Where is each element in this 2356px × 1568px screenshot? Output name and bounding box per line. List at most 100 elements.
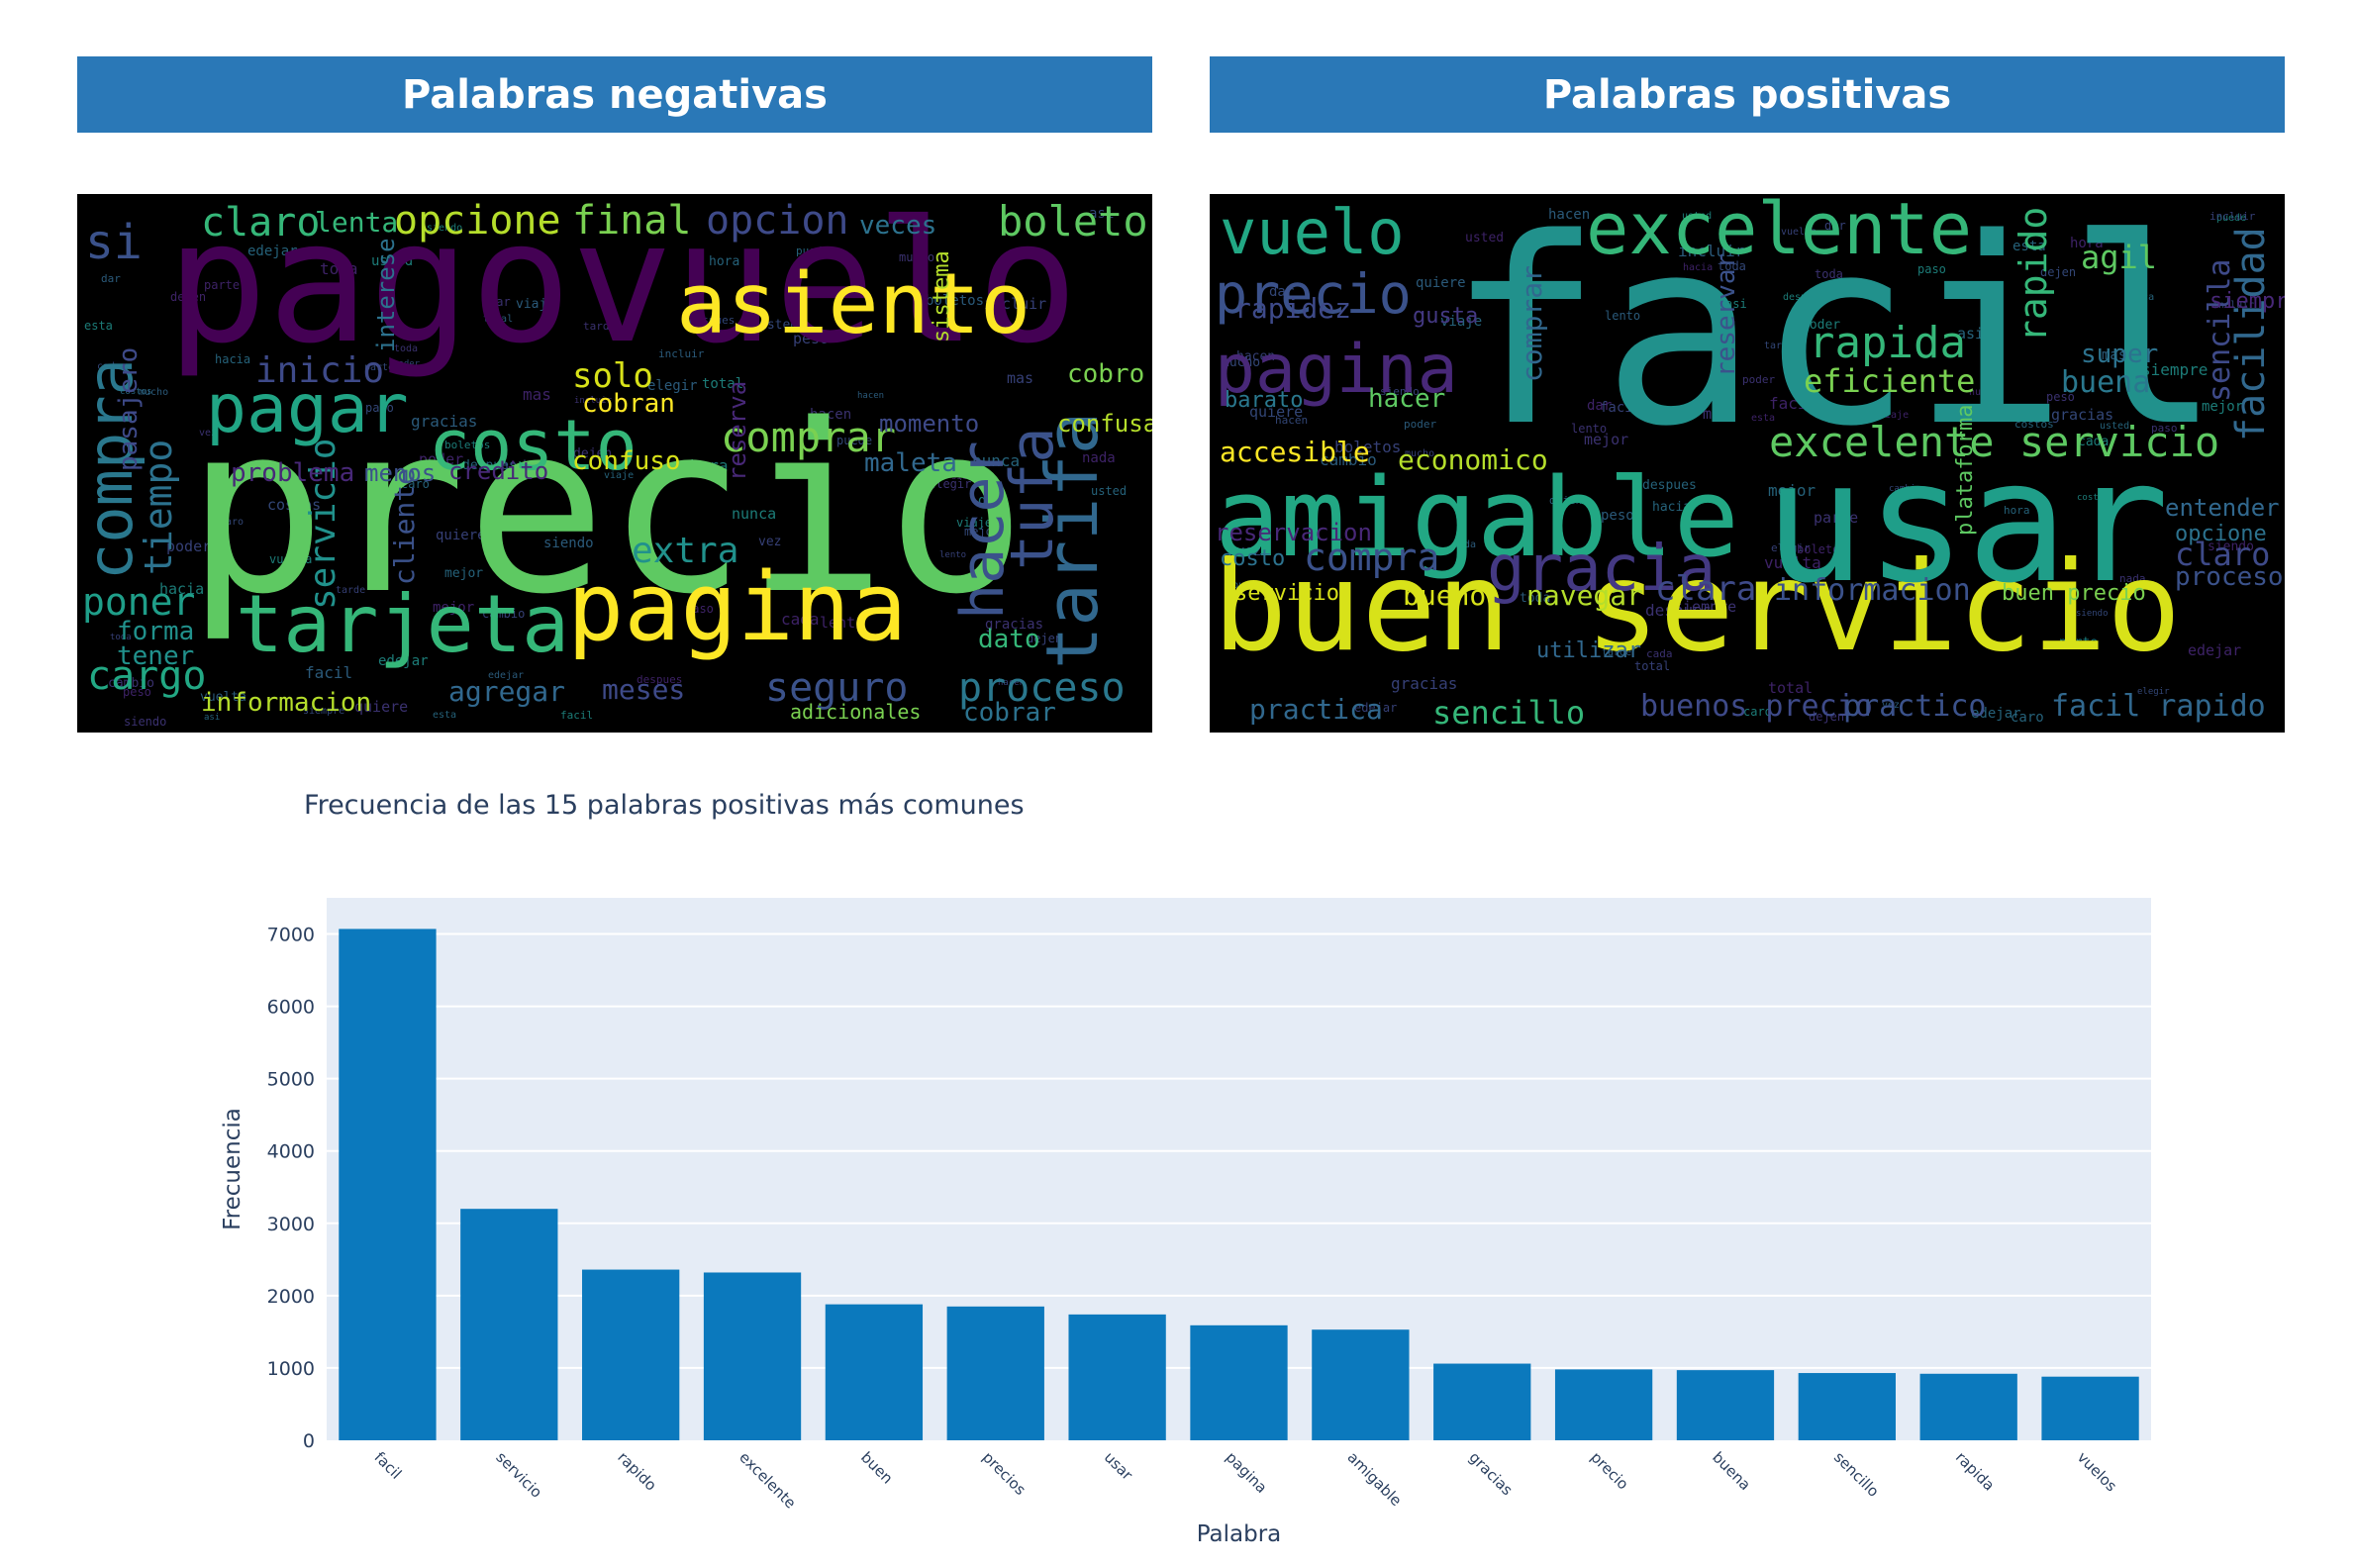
bar[interactable] [1919,1373,2017,1440]
wordcloud-filler-word: siendo [124,715,166,729]
wordcloud-filler-word: paso [685,602,714,616]
x-tick-label: servicio [492,1448,545,1502]
wordcloud-filler-word: vez [1236,543,1261,559]
wordcloud-filler-word: costos [2077,493,2110,503]
wordcloud-word: tufa [998,428,1067,571]
wordcloud-filler-word: puede [796,245,829,257]
wordcloud-word: seguro [765,665,909,711]
wordcloud-word: dato [978,625,1040,654]
wordcloud-word: sistema [930,250,954,343]
wordcloud-filler-word: mejor [444,566,483,581]
x-tick-label: buena [1709,1448,1754,1494]
wordcloud-filler-word: toda [1520,591,1550,606]
bar[interactable] [582,1269,680,1440]
wordcloud-word: costo [1220,546,1285,571]
wordcloud-filler-word: vuelta [200,690,246,705]
x-tick-label: facil [371,1448,406,1483]
wordcloud-filler-word: esta [1751,413,1775,424]
bar[interactable] [946,1306,1044,1440]
bar[interactable] [1433,1363,1531,1440]
bar[interactable] [1068,1314,1166,1440]
wordcloud-filler-word: nunca [2124,292,2154,303]
wordcloud-filler-word: despues [462,458,517,473]
wordcloud-filler-word: vez [1882,700,1900,711]
wordcloud-filler-word: cambio [1889,484,1921,494]
bar[interactable] [703,1272,802,1440]
wordcloud-filler-word: vez [758,535,781,549]
wordcloud-word: informacion [1774,573,1971,608]
wordcloud-filler-word: dejen [170,290,206,304]
y-tick-label: 1000 [267,1358,315,1380]
bar[interactable] [460,1209,558,1440]
wordcloud-word: reservar [1712,253,1741,377]
bar[interactable] [1554,1369,1653,1440]
wordcloud-word: agil [2081,239,2157,276]
wordcloud-filler-word: cada [2078,435,2109,449]
wordcloud-word: sencilla [2203,259,2237,403]
wordcloud-word: solo [572,356,653,396]
wordcloud-filler-word: edejar [247,244,298,259]
wordcloud-word: practica [1249,693,1383,726]
wordcloud-filler-word: nunca [732,505,776,523]
wordcloud-filler-word: despues [1783,292,1824,303]
wordcloud-word: utilizar [1536,638,1641,663]
bar[interactable] [339,929,437,1440]
wordcloud-word: excelente servicio [1769,418,2219,466]
wordcloud-word: poner [82,580,195,624]
wordcloud-filler-word: caro [220,517,244,528]
wordcloud-filler-word: mucho [899,250,934,264]
wordcloud-word: boleto [998,197,1148,245]
bar[interactable] [2041,1376,2139,1440]
wordcloud-filler-word: lento [1571,422,1607,436]
bar[interactable] [1190,1324,1288,1440]
wordcloud-word: plataforma [1953,405,1978,536]
wordcloud-filler-word: caro [401,477,430,491]
wordcloud-filler-word: peso [2046,390,2075,404]
wordcloud-word: excelente [1586,194,1972,270]
y-tick-label: 6000 [267,997,315,1019]
bar[interactable] [1676,1370,1775,1440]
wordcloud-word: precio [1215,262,1412,326]
wordcloud-word: cobro [1067,359,1144,389]
wordcloud-filler-word: tarde [336,585,365,596]
wordcloud-filler-word: edejar [488,670,524,681]
wordcloud-word: meses [602,673,685,706]
wordcloud-filler-word: nada [2119,572,2146,585]
wordcloud-filler-word: hora [2070,236,2104,251]
wordcloud-filler-word: quiere [1249,403,1303,421]
wordcloud-filler-word: elegir [1771,541,1811,554]
wordcloud-word: servicio [1234,581,1339,606]
wordcloud-filler-word: tarde [1764,341,1794,351]
wordcloud-word: proceso [2175,562,2284,592]
wordcloud-filler-word: total [483,314,513,325]
wordcloud-filler-word: elegir [647,378,698,394]
wordcloud-word: buena [2061,365,2150,400]
wordcloud-word: confuso [572,446,681,476]
wordcloud-filler-word: siempre [303,706,344,717]
positive-words-title: Palabras positivas [1542,71,1952,118]
wordcloud-word: navegar [1526,579,1643,612]
wordcloud-filler-word: viaje [1440,314,1482,330]
bar[interactable] [1312,1329,1410,1440]
bar[interactable] [1798,1373,1896,1440]
x-tick-label: precios [979,1448,1030,1499]
wordcloud-filler-word: vuelta [1764,553,1821,572]
wordcloud-filler-word: lento [939,550,966,560]
wordcloud-filler-word: costos [267,496,321,514]
wordcloud-filler-word: parte [2059,636,2098,650]
bar[interactable] [825,1304,924,1440]
wordcloud-filler-word: incluir [574,396,613,406]
wordcloud-word: buen precio [2002,581,2146,606]
wordcloud-word: tarifa [1031,412,1114,669]
wordcloud-word: agregar [448,675,565,708]
wordcloud-filler-word: viaje [604,470,634,481]
x-tick-label: sencillo [1830,1448,1883,1501]
wordcloud-filler-word: mas [2102,347,2126,363]
wordcloud-word: facil rapido [2051,689,2266,724]
wordcloud-word: problema [231,458,354,488]
wordcloud-filler-word: usted [2100,421,2129,432]
wordcloud-filler-word: lento [820,614,864,632]
wordcloud-word: economico [1398,443,1548,476]
wordcloud-filler-word: asi [1957,325,1984,343]
wordcloud-filler-word: despues [1645,601,1712,620]
